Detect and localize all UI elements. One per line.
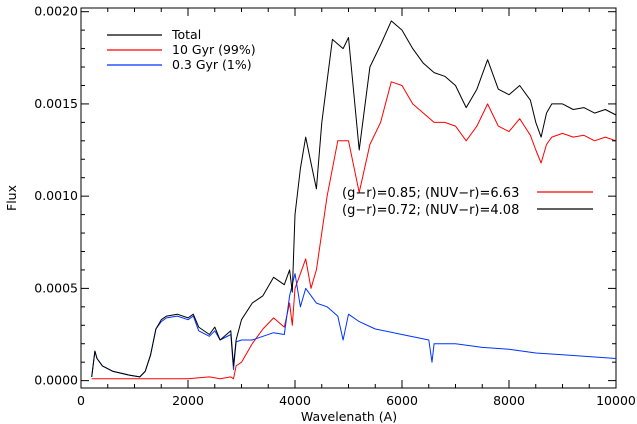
series-10gyr-line: [91, 81, 617, 380]
series-0-3gyr-line: [91, 273, 617, 378]
y-tick-label: 0.0015: [34, 96, 78, 111]
y-tick-label: 0.0005: [34, 280, 78, 295]
series-total-line: [91, 20, 617, 378]
x-tick-label: 2000: [172, 393, 204, 408]
legend-item-total-label: Total: [171, 27, 201, 42]
x-tick-label: 0: [77, 393, 85, 408]
annotation-total-colors-text: (g−r)=0.72; (NUV−r)=4.08: [342, 203, 519, 218]
y-axis-label: Flux: [4, 185, 19, 211]
x-tick-label: 4000: [279, 393, 311, 408]
y-tick-label: 0.0010: [34, 188, 78, 203]
legend-item-10gyr-label: 10 Gyr (99%): [172, 42, 256, 57]
x-axis-label: Wavelenath (A): [301, 409, 397, 424]
annotation-10gyr-colors-text: (g−r)=0.85; (NUV−r)=6.63: [342, 186, 519, 201]
legend-item-0-3gyr-label: 0.3 Gyr (1%): [172, 57, 252, 72]
y-tick-label: 0.0020: [34, 4, 78, 19]
x-tick-label: 8000: [493, 393, 525, 408]
x-tick-label: 6000: [386, 393, 418, 408]
y-tick-label: 0.0000: [34, 373, 78, 388]
x-tick-label: 10000: [596, 393, 636, 408]
annotations: (g−r)=0.85; (NUV−r)=6.63 (g−r)=0.72; (NUV…: [342, 186, 593, 218]
